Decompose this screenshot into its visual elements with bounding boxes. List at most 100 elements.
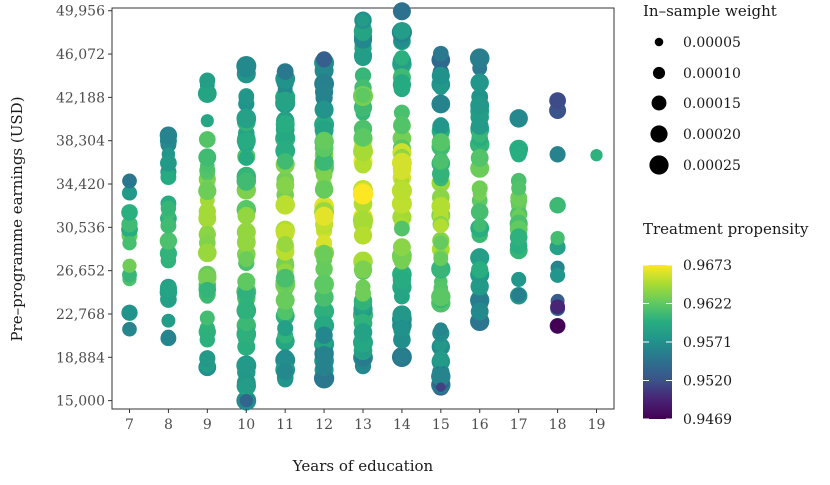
- data-point: [550, 299, 566, 315]
- data-point: [431, 196, 451, 216]
- data-point: [470, 248, 490, 268]
- data-point: [353, 142, 373, 162]
- data-point: [470, 277, 489, 296]
- data-point: [470, 203, 489, 221]
- data-point: [356, 13, 370, 27]
- data-point: [160, 169, 177, 186]
- data-point: [276, 235, 294, 253]
- data-point: [238, 89, 255, 106]
- data-point: [122, 236, 137, 251]
- data-point: [276, 363, 294, 380]
- data-point: [200, 114, 214, 128]
- color-legend-title: Treatment propensity: [643, 220, 809, 238]
- data-point: [470, 73, 489, 92]
- data-point: [314, 180, 334, 199]
- data-point: [393, 288, 410, 305]
- data-point: [197, 243, 217, 263]
- data-point: [236, 222, 256, 242]
- data-point: [433, 81, 448, 96]
- data-point: [237, 206, 256, 225]
- data-point: [392, 2, 411, 21]
- data-point: [352, 210, 374, 231]
- data-point: [511, 287, 526, 303]
- data-point: [122, 258, 137, 273]
- data-point: [160, 154, 177, 172]
- data-point: [394, 50, 410, 66]
- data-point: [433, 251, 449, 267]
- data-point: [392, 238, 411, 257]
- data-point: [314, 206, 334, 226]
- data-point: [393, 104, 410, 121]
- data-point: [239, 393, 253, 408]
- data-point: [394, 320, 410, 337]
- data-point: [433, 218, 449, 234]
- data-point: [237, 301, 256, 320]
- data-point: [549, 92, 566, 109]
- data-point: [197, 84, 217, 103]
- data-point: [511, 180, 527, 196]
- data-point: [276, 349, 294, 367]
- size-legend-key: [654, 37, 664, 47]
- data-point: [159, 280, 178, 298]
- data-point: [470, 117, 489, 135]
- data-point: [471, 261, 489, 279]
- size-legend-title: In–sample weight: [643, 2, 777, 20]
- data-point: [392, 270, 412, 290]
- data-point: [159, 126, 178, 144]
- y-tick-label: 22,768: [56, 307, 105, 323]
- data-point: [316, 345, 333, 362]
- data-point: [198, 148, 217, 167]
- data-point: [394, 348, 410, 364]
- data-point: [237, 272, 256, 291]
- size-legend-key: [652, 66, 666, 80]
- x-tick-label: 19: [588, 417, 606, 433]
- data-point: [198, 131, 216, 148]
- data-point: [549, 146, 566, 162]
- data-point: [160, 217, 177, 234]
- data-point: [436, 382, 446, 392]
- data-point: [237, 132, 255, 150]
- data-point: [431, 66, 450, 85]
- data-point: [354, 285, 372, 302]
- data-point: [236, 55, 257, 77]
- data-point: [471, 180, 488, 197]
- data-point: [315, 166, 333, 184]
- data-point: [431, 165, 450, 183]
- data-point: [433, 261, 449, 277]
- data-point: [122, 321, 137, 337]
- data-point: [550, 230, 565, 246]
- data-point: [431, 94, 451, 114]
- x-tick-label: 13: [354, 417, 372, 433]
- y-tick-label: 49,956: [56, 4, 105, 20]
- data-point: [391, 180, 412, 201]
- data-point: [238, 377, 255, 394]
- data-point: [276, 153, 294, 170]
- y-tick-label: 34,420: [56, 177, 105, 193]
- data-point: [236, 355, 257, 376]
- y-axis-title: Pre–programme earnings (USD): [8, 96, 26, 341]
- data-points: [121, 2, 603, 411]
- data-point: [472, 218, 487, 233]
- x-tick-label: 7: [125, 417, 134, 433]
- data-point: [121, 216, 138, 233]
- x-tick-label: 10: [237, 417, 255, 433]
- data-point: [199, 281, 216, 298]
- data-point: [510, 146, 527, 163]
- data-point: [315, 83, 334, 102]
- data-point: [199, 350, 216, 366]
- size-legend-label: 0.00020: [683, 127, 741, 143]
- data-point: [159, 232, 178, 250]
- data-point: [199, 332, 215, 348]
- colorbar-label: 0.9622: [683, 297, 732, 313]
- data-point: [198, 268, 217, 287]
- data-point: [392, 305, 412, 325]
- data-point: [433, 117, 448, 131]
- data-point: [550, 318, 566, 334]
- data-point: [121, 304, 138, 321]
- data-point: [393, 331, 411, 349]
- data-point: [353, 226, 373, 245]
- data-point: [470, 302, 489, 321]
- data-point: [159, 244, 177, 262]
- data-point: [470, 149, 489, 167]
- y-tick-label: 26,652: [56, 264, 105, 280]
